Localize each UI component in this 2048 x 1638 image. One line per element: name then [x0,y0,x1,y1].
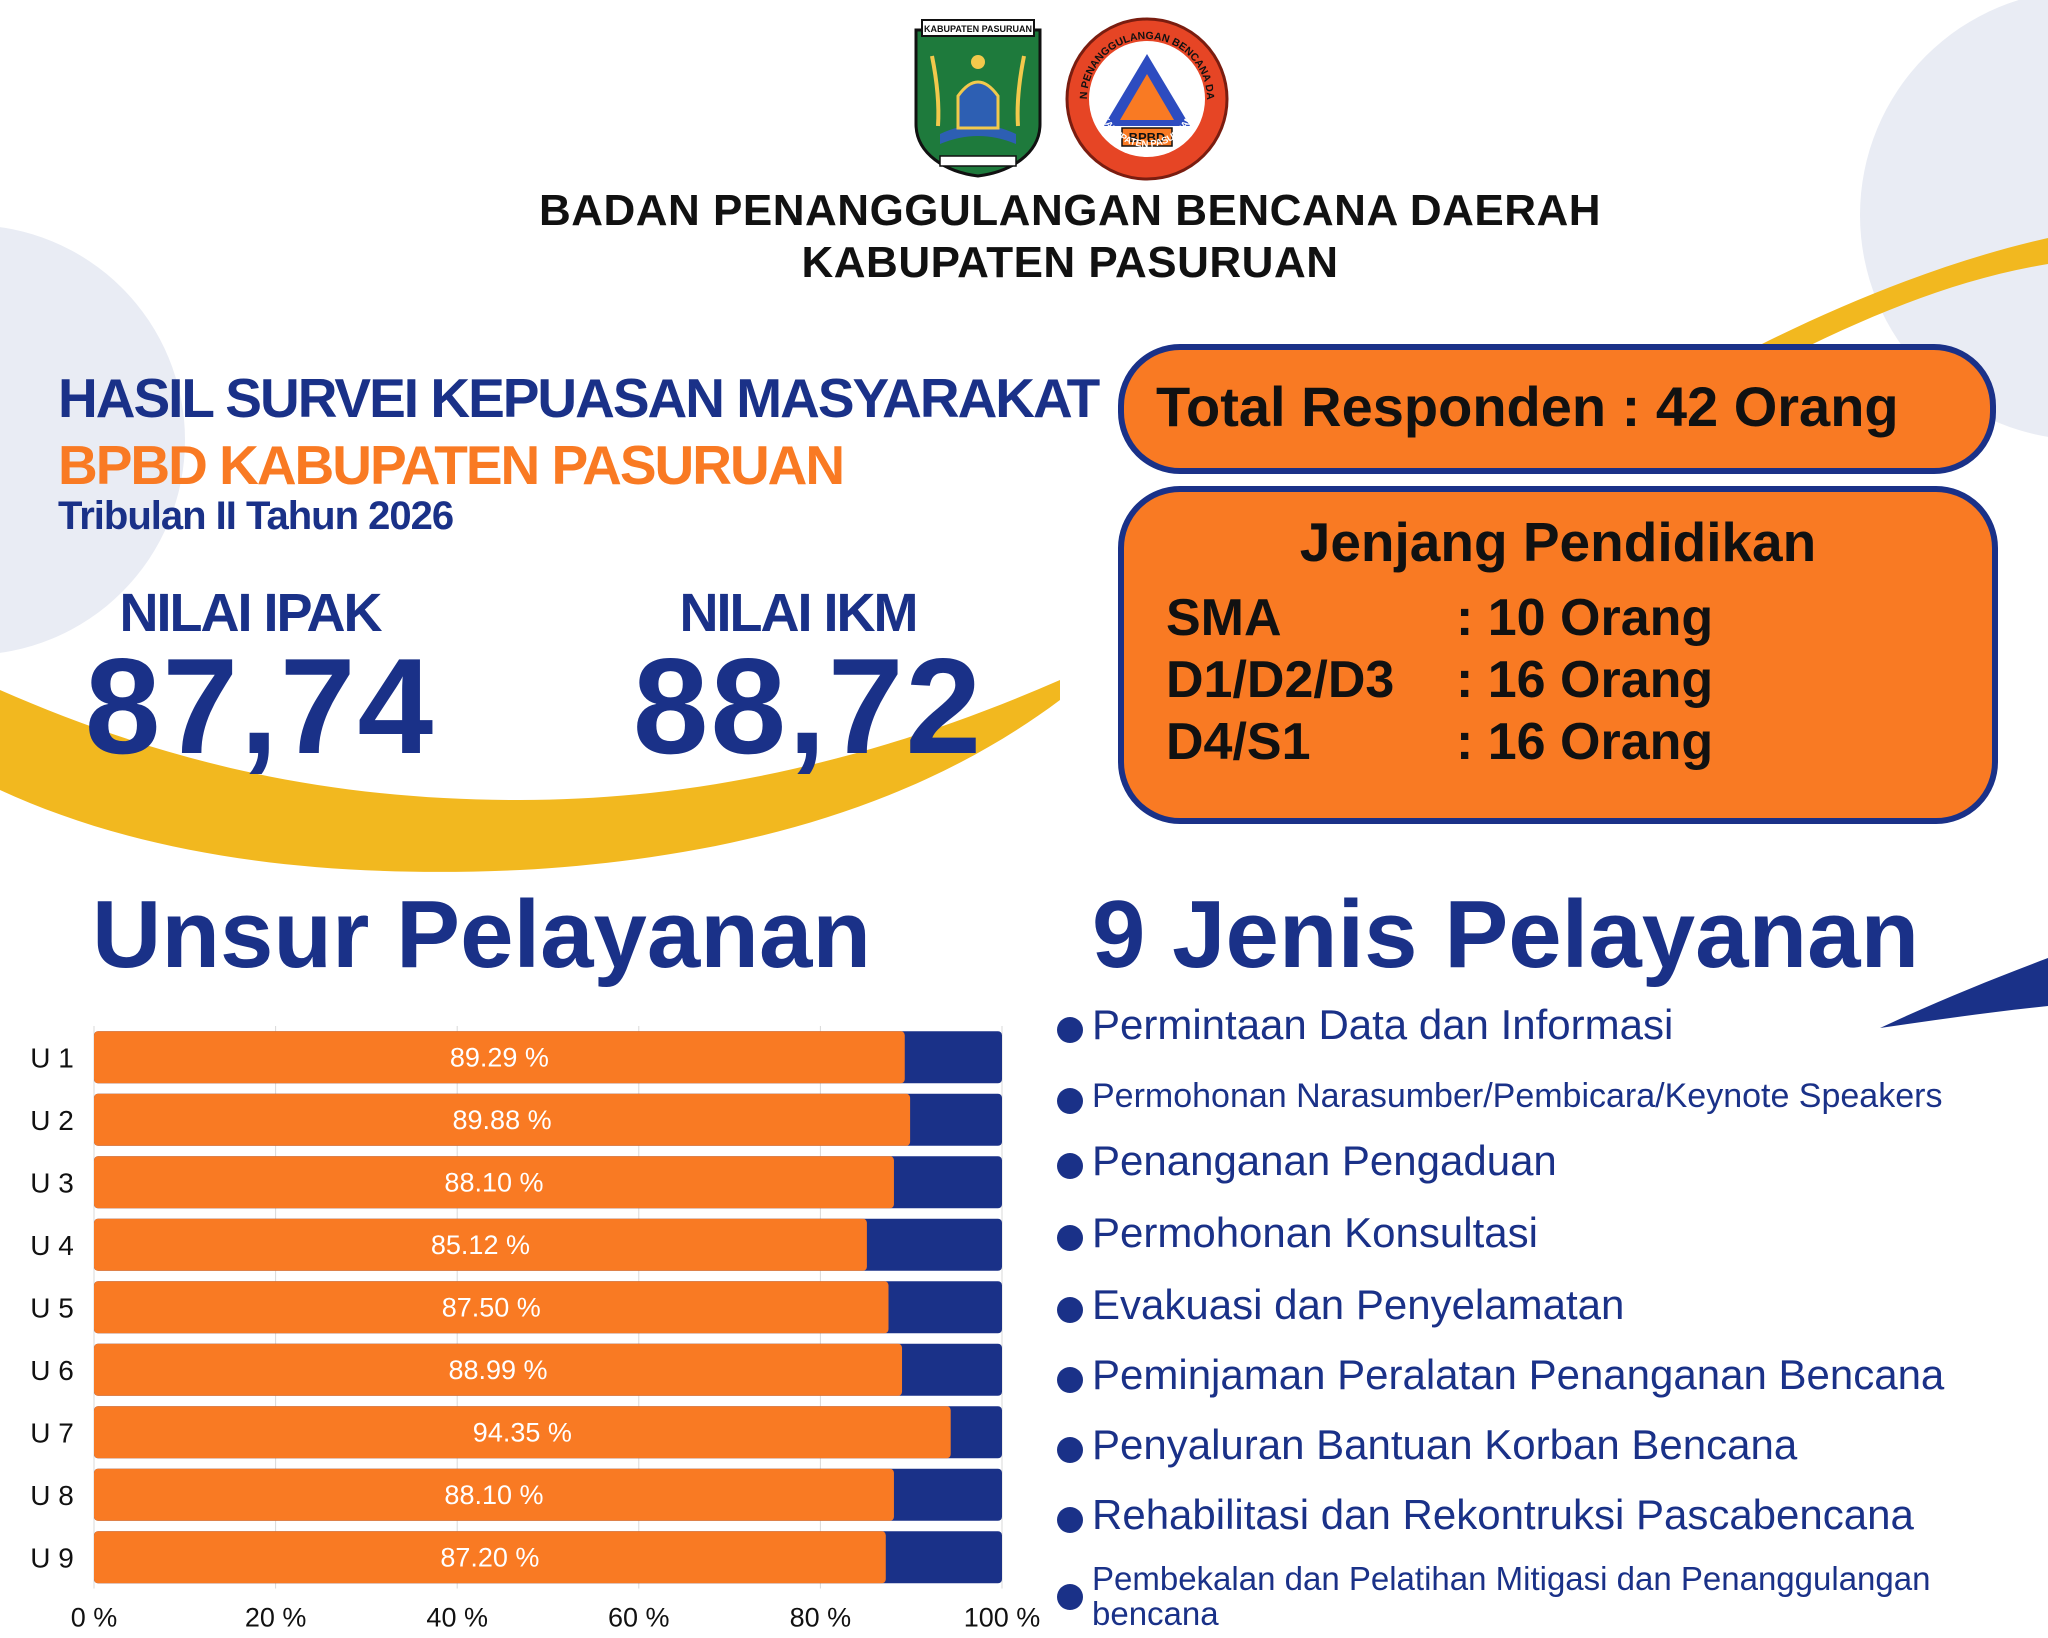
crest-caption: KABUPATEN PASURUAN [924,24,1032,34]
education-count: : 10 Orang [1456,589,1714,647]
education-row: SMA : 10 Orang [1166,588,1713,648]
education-count: : 16 Orang [1456,651,1714,709]
bar [94,1031,905,1084]
category-label: U 1 [30,1042,74,1073]
bullet-icon [1057,1297,1083,1324]
category-label: U 6 [30,1355,74,1386]
bar [94,1093,911,1146]
bar-data-label: 88.10 % [444,1480,543,1510]
bullet-icon [1057,1584,1083,1610]
education-count: : 16 Orang [1456,713,1714,771]
ikm-value: 88,72 [632,630,984,782]
service-type-label: Pembekalan dan Pelatihan Mitigasi dan Pe… [1092,1560,1931,1632]
bar [94,1406,951,1459]
bg-swoosh-navy-right [1880,958,2048,1028]
bullet-icon [1057,1088,1083,1115]
survey-period: Tribulan II Tahun 2026 [58,494,454,538]
bpbd-logo: BADAN PENANGGULANGAN BENCANA DAERAH BPBD… [1062,14,1229,181]
bpbd-badge-text: BPBD [1129,130,1166,145]
bar-data-label: 85.12 % [431,1230,530,1260]
bullet-icon [1057,1017,1083,1044]
bullet-icon [1057,1367,1083,1394]
service-type-label: Permohonan Konsultasi [1092,1209,1538,1256]
bg-swoosh-yellow-left [0,680,1060,872]
organization-region: KABUPATEN PASURUAN [801,238,1339,287]
ipak-label: NILAI IPAK [119,583,383,643]
survey-subtitle: BPBD KABUPATEN PASURUAN [58,434,845,496]
bar-data-label: 88.10 % [444,1167,543,1197]
bg-swoosh-yellow-right [1760,238,2048,360]
education-level: D1/D2/D3 [1166,651,1395,709]
category-label: U 5 [30,1292,74,1323]
education-row: D1/D2/D3 : 16 Orang [1166,650,1713,710]
x-tick-label: 80 % [790,1603,852,1633]
bar-data-label: 87.50 % [442,1292,541,1322]
bar [94,1531,886,1584]
bar [94,1281,889,1334]
bg-circle-right [1860,0,2048,437]
ikm-label: NILAI IKM [679,583,919,643]
education-row: D4/S1 : 16 Orang [1166,712,1713,772]
category-label: U 2 [30,1105,74,1136]
bar [94,1156,894,1209]
category-label: U 9 [30,1542,74,1573]
total-respondents-text: Total Responden : 42 Orang [1156,375,1899,438]
category-label: U 7 [30,1417,74,1448]
service-type-label: Penyaluran Bantuan Korban Bencana [1092,1421,1798,1468]
education-level: D4/S1 [1166,713,1311,771]
x-tick-label: 20 % [245,1603,307,1633]
service-type-label: Penanganan Pengaduan [1092,1137,1557,1184]
service-type-label: Rehabilitasi dan Rekontruksi Pascabencan… [1092,1491,1914,1538]
bullet-icon [1057,1507,1083,1534]
bar-data-label: 88.99 % [448,1355,547,1385]
bar-data-label: 87.20 % [440,1542,539,1572]
education-level: SMA [1166,589,1282,647]
education-level-panel: Jenjang Pendidikan SMA : 10 Orang D1/D2/D… [1118,486,1998,824]
bullet-icon [1057,1153,1083,1180]
education-title: Jenjang Pendidikan [1299,511,1817,573]
x-tick-label: 0 % [71,1603,118,1633]
bg-circle-left [0,227,185,653]
category-label: U 3 [30,1167,74,1198]
category-label: U 8 [30,1480,74,1511]
service-type-label: Evakuasi dan Penyelamatan [1092,1281,1625,1328]
service-elements-title: Unsur Pelayanan [92,881,871,988]
bar-data-label: 89.88 % [453,1105,552,1135]
bar [94,1343,903,1396]
bar [94,1468,894,1521]
category-label: U 4 [30,1230,74,1261]
total-respondents-panel: Total Responden : 42 Orang [1118,344,1996,474]
service-elements-bar-chart: 89.29 % U 1 89.88 % U 2 88.10 % U 3 85.12 % U 4… [30,1026,1041,1633]
x-tick-label: 40 % [426,1603,488,1633]
survey-title: HASIL SURVEI KEPUASAN MASYARAKAT [58,367,1100,429]
bar-data-label: 89.29 % [450,1042,549,1072]
bullet-icon [1057,1225,1083,1252]
bullet-icon [1057,1437,1083,1464]
x-tick-label: 100 % [964,1603,1041,1633]
x-tick-label: 60 % [608,1603,670,1633]
service-types-title: 9 Jenis Pelayanan [1092,881,1920,988]
bar-data-label: 94.35 % [473,1417,572,1447]
service-type-label: Permohonan Narasumber/Pembicara/Keynote … [1092,1077,1943,1115]
service-type-label: Peminjaman Peralatan Penanganan Bencana [1092,1351,1945,1398]
service-type-label: Permintaan Data dan Informasi [1092,1001,1674,1048]
kabupaten-pasuruan-crest-logo: KABUPATEN PASURUAN [914,19,1042,178]
organization-name: BADAN PENANGGULANGAN BENCANA DAERAH [538,186,1602,235]
bar [94,1218,867,1271]
ipak-value: 87,74 [84,630,436,782]
